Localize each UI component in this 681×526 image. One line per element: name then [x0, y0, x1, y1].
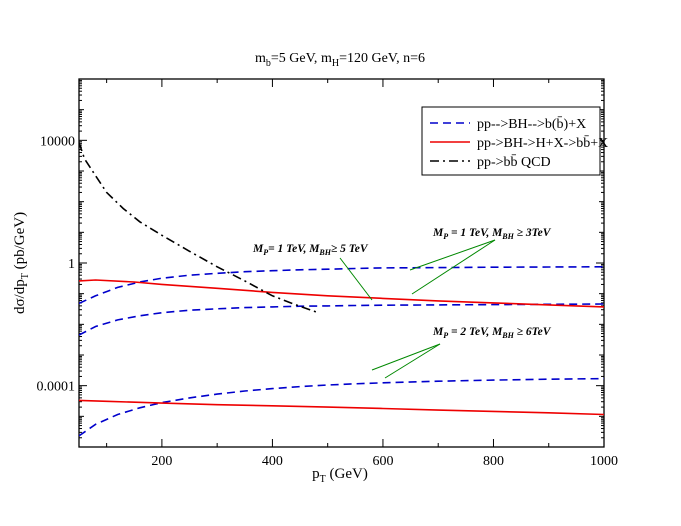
- pointer-line: [371, 343, 441, 371]
- series-line-bh-higgs-mp2: [79, 399, 604, 416]
- series-line-bh-bb-mp2-mbh6: [79, 377, 604, 437]
- annotation-mp1-mbh3: MP = 1 TeV, MBH ≥ 3TeV: [432, 227, 552, 241]
- series-group: [79, 142, 604, 437]
- annotation-mp2-mbh6: MP = 2 TeV, MBH ≥ 6TeV: [432, 326, 552, 340]
- y-tick-label: 10000: [40, 134, 75, 149]
- legend-label: pp-->BH-->b(b̄)+X: [477, 116, 586, 132]
- chart-title: mb=5 GeV, mH=120 GeV, n=6: [255, 51, 425, 69]
- x-tick-label: 200: [151, 454, 172, 469]
- legend-box: [421, 106, 601, 176]
- x-tick-labels: 200 400 600 800 1000: [151, 454, 618, 469]
- annotation-mp1-mbh5: MP= 1 TeV, MBH≥ 5 TeV: [252, 243, 369, 257]
- y-axis-label: dσ/dpT (pb/GeV): [12, 212, 31, 314]
- pointer-line: [339, 257, 373, 301]
- annotation-pointers: [339, 239, 496, 379]
- series-line-bh-bb-mp1-mbh3: [79, 266, 604, 305]
- series-line-bh-bb-mp1-mbh5: [79, 303, 604, 336]
- y-tick-label: 1: [68, 257, 75, 272]
- x-tick-label: 600: [372, 454, 393, 469]
- y-tick-label: 0.0001: [37, 380, 76, 395]
- pointer-line: [409, 239, 496, 271]
- x-tick-label: 800: [483, 454, 504, 469]
- y-tick-labels: 0.0001 1 10000: [37, 134, 76, 394]
- x-tick-label: 1000: [590, 454, 618, 469]
- legend-label: pp->BH->H+X->bb̄+X: [477, 135, 608, 151]
- pointer-line: [411, 239, 496, 295]
- series-line-qcd: [79, 142, 317, 313]
- series-line-bh-higgs-mp1: [79, 279, 604, 308]
- x-tick-label: 400: [262, 454, 283, 469]
- pointer-line: [384, 343, 441, 379]
- legend: pp-->BH-->b(b̄)+X pp->BH->H+X->bb̄+X pp-…: [421, 106, 608, 176]
- x-axis-label: pT (GeV): [312, 466, 368, 485]
- legend-label: pp->bb̄ QCD: [477, 154, 551, 170]
